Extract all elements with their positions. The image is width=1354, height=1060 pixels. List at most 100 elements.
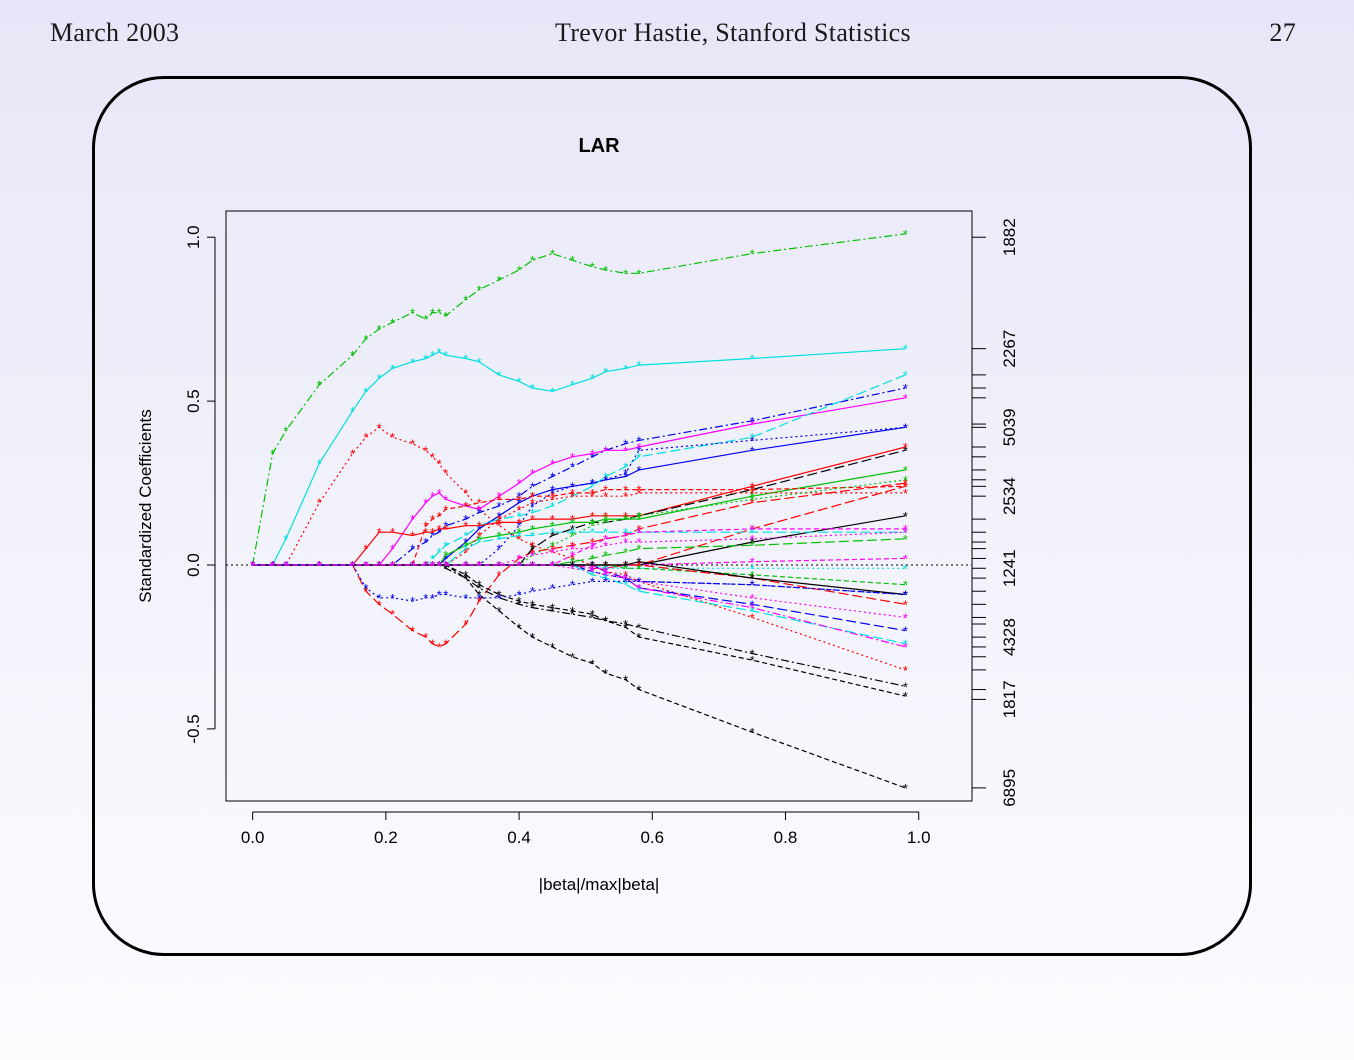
- coef-path-1: [252, 233, 906, 566]
- coef-point: *: [750, 653, 755, 668]
- coef-point: *: [623, 673, 628, 688]
- coef-point: *: [550, 519, 555, 534]
- coef-point: *: [390, 525, 395, 540]
- coef-point: *: [903, 663, 908, 678]
- coef-path-35: [252, 528, 906, 566]
- coef-point: *: [497, 532, 502, 547]
- coef-point: *: [430, 489, 435, 504]
- coef-point: *: [530, 558, 535, 573]
- coef-point: *: [590, 450, 595, 465]
- coef-point: *: [570, 604, 575, 619]
- coef-point: *: [317, 378, 322, 393]
- coef-point: *: [377, 597, 382, 612]
- coef-point: *: [477, 591, 482, 606]
- coef-point: *: [636, 433, 641, 448]
- right-axis-label: 6895: [1000, 769, 1019, 807]
- coef-point: *: [443, 548, 448, 563]
- y-axis-label: Standardized Coefficients: [136, 409, 155, 602]
- coef-path-2: [252, 348, 906, 566]
- x-tick-label: 0.4: [507, 828, 531, 847]
- header-date: March 2003: [50, 18, 180, 47]
- coef-point: *: [477, 519, 482, 534]
- coef-point: *: [603, 538, 608, 553]
- coef-point: *: [903, 640, 908, 655]
- coef-point: *: [750, 483, 755, 498]
- coef-point: *: [570, 253, 575, 268]
- coef-point: *: [497, 542, 502, 557]
- coef-point: *: [430, 558, 435, 573]
- coef-point: *: [570, 512, 575, 527]
- coef-point: *: [390, 542, 395, 557]
- coef-point: *: [603, 614, 608, 629]
- coef-point: *: [530, 597, 535, 612]
- coef-path-34: [252, 564, 906, 602]
- coef-point: *: [623, 558, 628, 573]
- coef-point: *: [750, 489, 755, 504]
- coef-point: *: [603, 509, 608, 524]
- coef-point: *: [603, 483, 608, 498]
- coef-point: *: [623, 509, 628, 524]
- coef-point: *: [590, 551, 595, 566]
- coef-point: *: [443, 348, 448, 363]
- coef-point: *: [623, 571, 628, 586]
- coef-point: *: [497, 515, 502, 530]
- coef-point: *: [903, 443, 908, 458]
- coef-point: *: [410, 306, 415, 321]
- coef-point: *: [590, 479, 595, 494]
- coef-point: *: [903, 637, 908, 652]
- coef-point: *: [317, 456, 322, 471]
- coef-point: *: [550, 525, 555, 540]
- coef-point: *: [517, 620, 522, 635]
- coef-point: *: [590, 610, 595, 625]
- coef-point: *: [270, 558, 275, 573]
- coef-point: *: [603, 568, 608, 583]
- coef-point: *: [750, 610, 755, 625]
- coef-point: *: [903, 551, 908, 566]
- coef-path-3: [252, 426, 906, 671]
- coef-point: *: [550, 604, 555, 619]
- coef-point: *: [570, 607, 575, 622]
- coef-point: *: [530, 545, 535, 560]
- coef-point: *: [903, 588, 908, 603]
- coef-point: *: [603, 489, 608, 504]
- coef-point: *: [437, 486, 442, 501]
- coef-point: *: [603, 565, 608, 580]
- coef-point: *: [603, 571, 608, 586]
- coef-point: *: [903, 391, 908, 406]
- coef-point: *: [550, 512, 555, 527]
- coef-point: *: [430, 529, 435, 544]
- coef-point: *: [497, 568, 502, 583]
- coef-point: *: [570, 522, 575, 537]
- coef-point: *: [623, 512, 628, 527]
- coef-point: *: [530, 558, 535, 573]
- coef-point: *: [570, 489, 575, 504]
- coef-point: *: [410, 542, 415, 557]
- coef-point: *: [750, 430, 755, 445]
- coef-point: *: [603, 443, 608, 458]
- coef-point: *: [550, 483, 555, 498]
- coef-point: *: [477, 535, 482, 550]
- coef-point: *: [750, 247, 755, 262]
- coef-point: *: [437, 345, 442, 360]
- coef-point: *: [497, 512, 502, 527]
- coef-point: *: [603, 558, 608, 573]
- right-axis-label: 2534: [1000, 477, 1019, 515]
- coef-point: *: [603, 525, 608, 540]
- coef-point: *: [423, 352, 428, 367]
- coef-point: *: [423, 443, 428, 458]
- coef-point: *: [903, 679, 908, 694]
- coef-point: *: [623, 561, 628, 576]
- coef-point: *: [590, 489, 595, 504]
- slide-frame: [92, 76, 1252, 956]
- coef-point: *: [623, 561, 628, 576]
- coef-point: *: [463, 558, 468, 573]
- coef-point: *: [570, 479, 575, 494]
- coef-path-7: [252, 564, 906, 697]
- coef-point: *: [497, 591, 502, 606]
- coef-point: *: [903, 597, 908, 612]
- coef-point: *: [497, 368, 502, 383]
- coef-point: *: [530, 538, 535, 553]
- coef-point: *: [750, 352, 755, 367]
- page-number: 27: [1269, 18, 1296, 47]
